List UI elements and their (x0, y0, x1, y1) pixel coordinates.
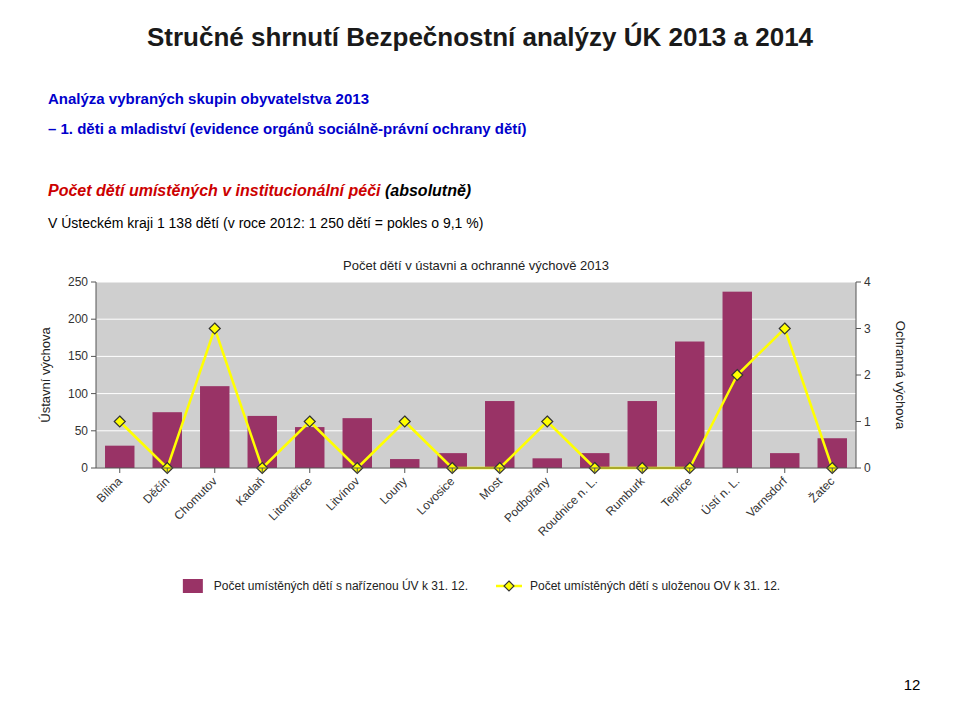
line-marker (542, 416, 553, 427)
x-tick-mark (404, 468, 405, 473)
bar (248, 416, 277, 468)
bar (723, 292, 752, 468)
x-tick-mark (832, 468, 833, 473)
x-tick-label: Kadaň (233, 474, 267, 508)
grid-line (96, 282, 856, 283)
x-tick-label: Varnsdorf (744, 474, 791, 521)
y-axis-label: Ústavní výchova (38, 327, 53, 423)
x-tick-label: Podbořany (501, 474, 552, 525)
x-tick-mark (499, 468, 500, 473)
x-tick-label: Teplice (659, 474, 696, 511)
x-tick-mark (784, 468, 785, 473)
tick-mark (856, 375, 861, 376)
line-marker (399, 416, 410, 427)
x-tick-mark (214, 468, 215, 473)
y-tick-label: 50 (75, 424, 89, 438)
y2-axis-line (856, 282, 857, 468)
x-tick-mark (642, 468, 643, 473)
x-tick-mark (309, 468, 310, 473)
x-tick-label: Louny (377, 474, 410, 507)
x-tick-label: Chomutov (171, 474, 220, 523)
page-title: Stručné shrnutí Bezpečnostní analýzy ÚK … (147, 22, 814, 52)
y2-tick-label: 4 (864, 275, 871, 289)
x-tick-mark (119, 468, 120, 473)
line-marker (732, 370, 743, 381)
subtitle: Analýza vybraných skupin obyvatelstva 20… (48, 90, 369, 107)
note: V Ústeckém kraji 1 138 dětí (v roce 2012… (48, 215, 483, 231)
y-tick-label: 250 (68, 275, 88, 289)
legend-swatch (183, 579, 203, 593)
legend: Počet umístěných dětí s nařízenou ÚV k 3… (183, 578, 780, 593)
y2-tick-label: 2 (864, 368, 871, 382)
bar (343, 418, 372, 468)
x-tick-label: Žatec (806, 474, 838, 506)
grid-line (96, 468, 856, 469)
line (120, 329, 833, 469)
bar (200, 386, 229, 468)
tick-mark (91, 393, 96, 394)
line-marker (779, 323, 790, 334)
y-tick-label: 100 (68, 387, 88, 401)
x-axis-line (96, 468, 856, 469)
legend-label: Počet umístěných dětí s uloženou OV k 31… (530, 579, 780, 593)
legend-item: Počet umístěných dětí s nařízenou ÚV k 3… (183, 578, 468, 593)
bar (533, 458, 562, 468)
tick-mark (856, 328, 861, 329)
x-tick-mark (594, 468, 595, 473)
tick-mark (91, 468, 96, 469)
x-tick-label: Most (477, 474, 506, 503)
tick-mark (91, 356, 96, 357)
x-tick-label: Bílina (94, 474, 125, 505)
tick-mark (856, 282, 861, 283)
x-tick-label: Rumburk (603, 474, 648, 519)
page: Stručné shrnutí Bezpečnostní analýzy ÚK … (0, 0, 960, 705)
x-tick-label: Děčín (140, 474, 172, 506)
x-tick-label: Litoměřice (266, 474, 315, 523)
section-heading: Počet dětí umístěných v institucionální … (48, 182, 471, 199)
page-number: 12 (904, 676, 921, 693)
line-marker (114, 416, 125, 427)
x-tick-mark (737, 468, 738, 473)
bar (390, 459, 419, 468)
line-marker (304, 416, 315, 427)
bar (628, 401, 657, 468)
x-tick-label: Litvínov (323, 474, 362, 513)
y2-tick-label: 0 (864, 461, 871, 475)
x-tick-mark (689, 468, 690, 473)
x-tick-label: Ústí n. L. (698, 474, 743, 519)
y-tick-label: 0 (81, 461, 88, 475)
legend-item: Počet umístěných dětí s uloženou OV k 31… (496, 579, 780, 593)
plot-background (96, 282, 856, 468)
bar (770, 453, 799, 468)
y2-tick-label: 1 (864, 415, 871, 429)
lines (114, 323, 838, 474)
x-tick-label: Lovosice (414, 474, 458, 518)
tick-mark (91, 319, 96, 320)
legend-swatch (504, 581, 514, 591)
tick-mark (856, 421, 861, 422)
x-tick-mark (167, 468, 168, 473)
y2-axis-label: Ochranná výchova (893, 321, 908, 430)
y-tick-label: 200 (68, 312, 88, 326)
y2-tick-label: 3 (864, 322, 871, 336)
line-marker (209, 323, 220, 334)
bars (105, 292, 847, 468)
x-tick-label: Roudnice n. L. (535, 474, 600, 539)
tick-mark (91, 430, 96, 431)
x-tick-mark (262, 468, 263, 473)
x-tick-mark (452, 468, 453, 473)
bar (105, 446, 134, 468)
legend-label: Počet umístěných dětí s nařízenou ÚV k 3… (214, 578, 468, 593)
tick-mark (91, 282, 96, 283)
tick-mark (856, 468, 861, 469)
section-heading-part: Počet dětí umístěných v institucionální … (48, 182, 385, 199)
x-tick-mark (547, 468, 548, 473)
chart-title: Počet dětí v ústavni a ochranné výchově … (343, 258, 609, 273)
subtitle: – 1. děti a mladiství (evidence orgánů s… (48, 120, 526, 137)
x-tick-mark (357, 468, 358, 473)
y-tick-label: 150 (68, 349, 88, 363)
section-heading-part: (absolutně) (385, 182, 471, 199)
y-axis-line (96, 282, 97, 468)
